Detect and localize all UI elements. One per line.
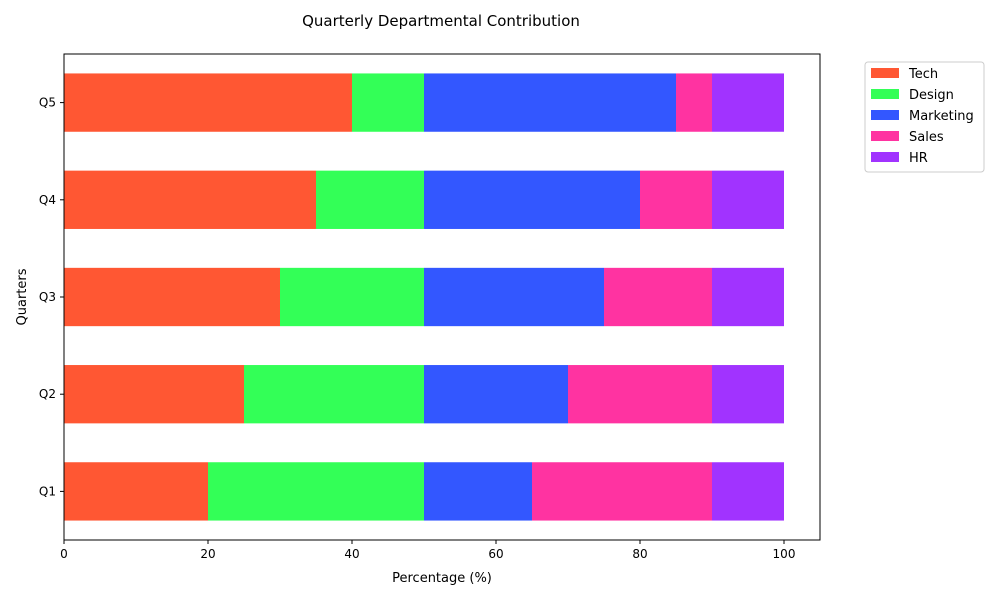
legend-label-design: Design — [909, 88, 954, 103]
bar-q4-sales — [640, 170, 712, 229]
y-tick-label: Q1 — [39, 484, 56, 498]
y-axis: Q1 Q2 Q3 Q4 Q5 — [39, 96, 64, 498]
bar-q4-design — [316, 170, 424, 229]
bar-q1-marketing — [424, 462, 532, 521]
bar-q3-tech — [64, 267, 280, 327]
x-tick-label: 80 — [632, 547, 647, 561]
bar-q1-design — [208, 462, 424, 521]
plot-bars — [64, 73, 784, 521]
legend-swatch-design — [871, 89, 899, 99]
bar-q5-marketing — [424, 73, 676, 132]
bar-q5-tech — [64, 73, 352, 132]
bar-q5-hr — [712, 73, 784, 132]
legend: Tech Design Marketing Sales HR — [864, 61, 985, 173]
legend-swatch-marketing — [871, 110, 899, 120]
y-tick-label: Q2 — [39, 387, 56, 401]
bar-q1-tech — [64, 462, 208, 521]
y-axis-label: Quarters — [15, 268, 30, 325]
x-axis-label: Percentage (%) — [392, 571, 492, 586]
bar-q3-marketing — [424, 267, 604, 327]
bar-q3-hr — [712, 267, 784, 327]
legend-label-marketing: Marketing — [909, 109, 974, 124]
y-tick-label: Q5 — [39, 96, 56, 110]
legend-label-sales: Sales — [909, 130, 944, 145]
bar-q1-hr — [712, 462, 784, 521]
legend-swatch-hr — [871, 152, 899, 162]
bar-q2-design — [244, 365, 424, 424]
bar-q1-sales — [532, 462, 712, 521]
legend-swatch-tech — [871, 68, 899, 78]
x-axis: 0 20 40 60 80 100 — [60, 540, 795, 561]
bar-q4-hr — [712, 170, 784, 229]
x-tick-label: 40 — [344, 547, 359, 561]
bar-q3-design — [280, 267, 424, 327]
y-tick-label: Q3 — [39, 290, 56, 304]
legend-label-tech: Tech — [908, 67, 938, 82]
bar-q2-tech — [64, 365, 244, 424]
bar-q2-hr — [712, 365, 784, 424]
bar-q4-marketing — [424, 170, 640, 229]
bar-q2-marketing — [424, 365, 568, 424]
chart-title: Quarterly Departmental Contribution — [302, 12, 580, 30]
bar-q5-design — [352, 73, 424, 132]
bar-q5-sales — [676, 73, 712, 132]
x-tick-label: 60 — [488, 547, 503, 561]
legend-swatch-sales — [871, 131, 899, 141]
bar-q2-sales — [568, 365, 712, 424]
y-tick-label: Q4 — [39, 193, 56, 207]
x-tick-label: 20 — [200, 547, 215, 561]
x-tick-label: 0 — [60, 547, 68, 561]
legend-label-hr: HR — [909, 151, 928, 166]
bar-q3-sales — [604, 267, 712, 327]
bar-q4-tech — [64, 170, 316, 229]
x-tick-label: 100 — [773, 547, 796, 561]
